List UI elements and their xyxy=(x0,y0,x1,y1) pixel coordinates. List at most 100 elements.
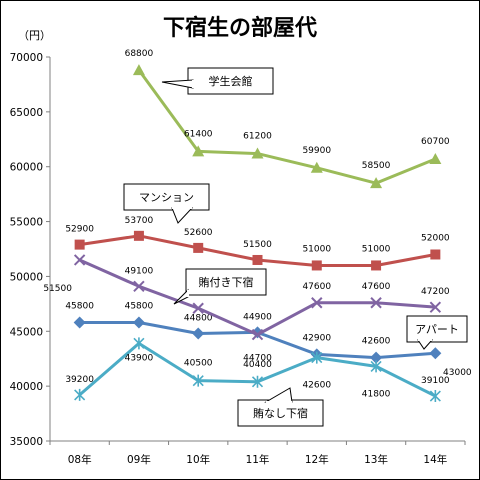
data-label: 44800 xyxy=(184,313,213,323)
callout-5: 賄なし下宿 xyxy=(237,387,324,427)
data-point-star xyxy=(370,360,382,373)
data-point-triangle xyxy=(310,161,323,173)
x-tick-label: 12年 xyxy=(305,453,329,466)
data-point-diamond xyxy=(73,316,86,329)
data-label: 45800 xyxy=(125,302,154,312)
y-tick-label: 60000 xyxy=(10,162,43,174)
data-point-x xyxy=(73,254,86,266)
data-label: 61200 xyxy=(243,132,272,142)
y-tick-label: 35000 xyxy=(10,436,43,448)
series-3: 51500 49100 44700 47600 47600 47200 xyxy=(43,254,450,364)
data-label: 59900 xyxy=(302,146,331,156)
y-tick-label: 40000 xyxy=(10,381,43,393)
callout-box xyxy=(406,315,468,343)
data-point-triangle xyxy=(192,145,205,157)
data-label: 61400 xyxy=(184,129,213,139)
data-label: 53700 xyxy=(125,216,154,226)
data-point-star xyxy=(74,388,86,401)
data-point-star xyxy=(133,337,145,350)
data-point-square xyxy=(311,260,322,271)
data-point-triangle xyxy=(251,147,264,159)
callout-label: マンション xyxy=(139,191,194,204)
y-tick-label: 45000 xyxy=(10,326,43,338)
series-1: 68800 61400 61200 59900 58500 60700 xyxy=(125,49,450,189)
data-point-x xyxy=(192,302,204,314)
data-point-triangle xyxy=(370,177,383,189)
series-4: 45800 45800 44800 44900 42900 42600 43000 xyxy=(65,302,472,379)
data-point-diamond xyxy=(132,316,145,329)
data-point-square xyxy=(193,242,204,253)
y-axis-unit: （円） xyxy=(18,29,51,42)
data-label: 51000 xyxy=(362,244,391,254)
data-point-square xyxy=(430,249,441,260)
data-point-square xyxy=(252,254,263,265)
data-point-square xyxy=(371,260,382,271)
data-label: 41800 xyxy=(362,389,391,399)
x-tick-label: 14年 xyxy=(423,453,447,466)
data-point-square xyxy=(74,239,85,250)
callout-label: 学生会館 xyxy=(209,74,253,88)
data-label: 42900 xyxy=(302,333,331,343)
data-label: 39200 xyxy=(65,375,94,385)
series-line xyxy=(137,69,436,185)
data-point-x xyxy=(370,297,382,309)
callout-box xyxy=(185,268,267,296)
data-label: 47200 xyxy=(421,287,450,297)
x-tick-label: 10年 xyxy=(186,453,210,466)
data-label: 52000 xyxy=(421,233,450,243)
y-tick-label: 50000 xyxy=(10,271,43,283)
data-point-star xyxy=(192,374,204,387)
callout-label: 賄なし下宿 xyxy=(253,406,308,420)
data-label: 60700 xyxy=(421,137,450,147)
data-point-triangle xyxy=(132,64,145,76)
data-point-x xyxy=(133,280,145,293)
callout-2: マンション xyxy=(123,183,210,224)
data-point-diamond xyxy=(370,351,383,364)
data-point-x xyxy=(311,297,323,309)
callout-3: 賄付き下宿 xyxy=(173,268,267,305)
data-label: 68800 xyxy=(125,49,154,59)
data-point-diamond xyxy=(192,327,205,340)
data-label: 45800 xyxy=(65,302,94,312)
x-tick-label: 08年 xyxy=(68,453,92,466)
y-tick-label: 65000 xyxy=(10,107,43,119)
data-point-triangle xyxy=(429,153,442,165)
callout-box xyxy=(187,67,274,95)
x-tick-label: 13年 xyxy=(364,453,388,466)
data-point-diamond xyxy=(429,347,442,360)
data-label: 52600 xyxy=(184,228,213,238)
callout-box xyxy=(123,183,210,211)
data-label: 43000 xyxy=(443,368,472,378)
data-point-star xyxy=(311,351,323,364)
x-tick-label: 11年 xyxy=(246,453,270,466)
axes: 35000 40000 45000 50000 55000 60000 65000 70000… xyxy=(10,52,466,466)
data-label: 42600 xyxy=(302,381,331,391)
data-point-square xyxy=(133,230,144,241)
callout-label: 賄付き下宿 xyxy=(199,275,254,289)
x-tick-label: 09年 xyxy=(127,453,151,466)
y-tick-label: 70000 xyxy=(10,52,43,64)
data-label: 52900 xyxy=(65,225,94,235)
y-tick-label: 55000 xyxy=(10,217,43,229)
data-label: 58500 xyxy=(362,161,391,171)
data-label: 51500 xyxy=(243,240,272,250)
data-label: 44900 xyxy=(243,312,272,322)
data-label: 47600 xyxy=(302,282,331,292)
chart-title: 下宿生の部屋代 xyxy=(163,15,317,41)
callout-label: アパート xyxy=(415,323,459,336)
data-label: 40500 xyxy=(184,359,213,369)
data-label: 44700 xyxy=(243,354,272,364)
data-label: 51500 xyxy=(43,284,72,294)
data-point-diamond xyxy=(251,326,264,339)
series-layer: 45800 45800 44800 44900 42900 42600 43000 39200… xyxy=(43,49,472,403)
data-label: 39100 xyxy=(421,376,450,386)
callout-4: アパート xyxy=(406,315,468,350)
data-label: 51000 xyxy=(302,244,331,254)
callout-box xyxy=(237,399,324,427)
data-point-x xyxy=(251,328,264,341)
callout-1: 学生会館 xyxy=(161,67,274,95)
data-label: 49100 xyxy=(125,266,154,276)
